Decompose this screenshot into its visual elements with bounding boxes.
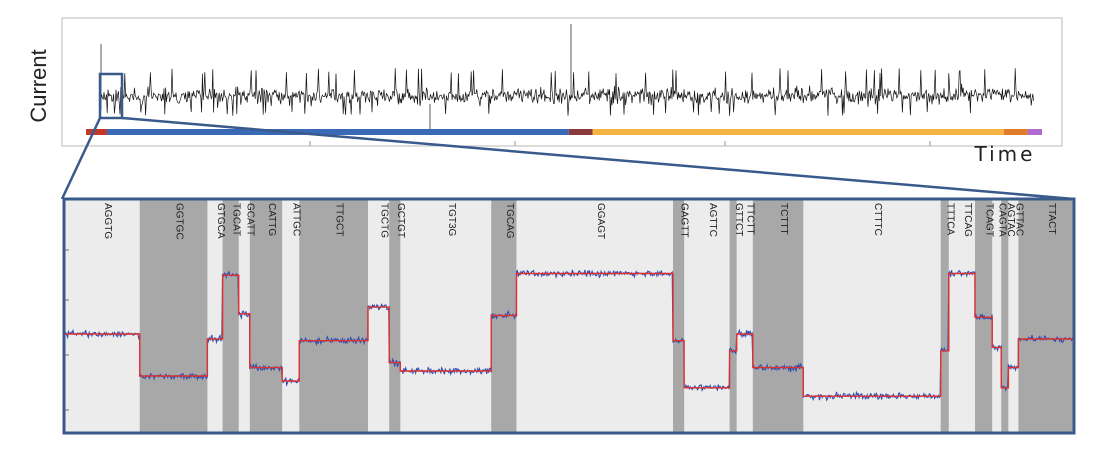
segment-label: AGTTC xyxy=(707,203,718,237)
progress-bar-segment xyxy=(1027,129,1042,135)
segment-band xyxy=(1001,199,1009,433)
segment-band xyxy=(729,199,737,433)
zoom-frame xyxy=(62,197,1076,435)
segment-label: TGCAG xyxy=(504,203,515,239)
segment-labels: AGGTG GGTGC GTGCA TGCAT GCATT CATTG ATTGC TTGCT… xyxy=(102,203,1057,240)
segment-band xyxy=(139,199,208,433)
overview-ylabel: Current xyxy=(26,49,51,122)
segment-label: GTTAC xyxy=(1013,203,1024,236)
zoom-connector-right xyxy=(121,116,1075,201)
zoom-connector xyxy=(60,116,1075,201)
zoom-panel: AGGTG GGTGC GTGCA TGCAT GCATT CATTG ATTGC TTGCT… xyxy=(62,197,1076,435)
segment-label: CATTG xyxy=(266,203,277,236)
progress-bar-segment xyxy=(107,129,569,135)
segment-band xyxy=(299,199,369,433)
segment-label: GCATT xyxy=(244,203,255,236)
segment-label: TTCTT xyxy=(745,203,756,235)
segment-label: TCAGT xyxy=(984,203,995,237)
segment-label: GTGCA xyxy=(215,203,226,239)
segment-band xyxy=(249,199,283,433)
zoom-selection-box xyxy=(98,72,124,120)
segment-label: TGT3G xyxy=(446,203,457,237)
segment-label: TGCAT xyxy=(231,203,242,236)
segment-label: ATTGC xyxy=(291,203,302,236)
segment-band xyxy=(389,199,401,433)
segment-label: TGCTG xyxy=(379,203,390,238)
segment-band xyxy=(1018,199,1074,433)
segment-label: AGTAC xyxy=(1005,203,1016,237)
progress-bar-segment xyxy=(86,129,108,135)
progress-bar-segment xyxy=(1003,129,1028,135)
segment-label: GCTGT xyxy=(395,203,406,238)
segment-label: TTCAG xyxy=(962,203,973,237)
segment-label: GTTCT xyxy=(733,203,744,236)
segment-label: GAGTT xyxy=(679,203,690,237)
segment-label: TTACT xyxy=(1046,203,1057,234)
segment-band xyxy=(940,199,949,433)
overview-panel: Current Time xyxy=(26,17,1063,166)
segment-label: CAGTA xyxy=(997,203,1008,237)
segment-label: AGGTG xyxy=(102,203,113,239)
segment-label: CTTTC xyxy=(872,203,883,236)
zoom-connector-left xyxy=(60,117,102,200)
overview-frame xyxy=(61,17,1063,147)
segment-label: GGAGT xyxy=(595,203,606,239)
segment-band xyxy=(222,199,239,433)
progress-bar-segment xyxy=(568,129,593,135)
segment-bands xyxy=(139,199,1074,433)
segment-band xyxy=(673,199,685,433)
segment-label: GGTGC xyxy=(174,203,185,240)
overview-progress-bar xyxy=(86,129,1042,135)
segment-band xyxy=(752,199,804,433)
segment-label: TTTCA xyxy=(945,203,956,236)
segment-label: TCTTT xyxy=(778,203,789,235)
overview-xlabel: Time xyxy=(974,142,1036,166)
segment-label: TTGCT xyxy=(334,203,345,236)
overview-x-ticks xyxy=(309,141,931,146)
progress-bar-segment xyxy=(592,129,1004,135)
zoom-level-fit xyxy=(64,272,1074,397)
